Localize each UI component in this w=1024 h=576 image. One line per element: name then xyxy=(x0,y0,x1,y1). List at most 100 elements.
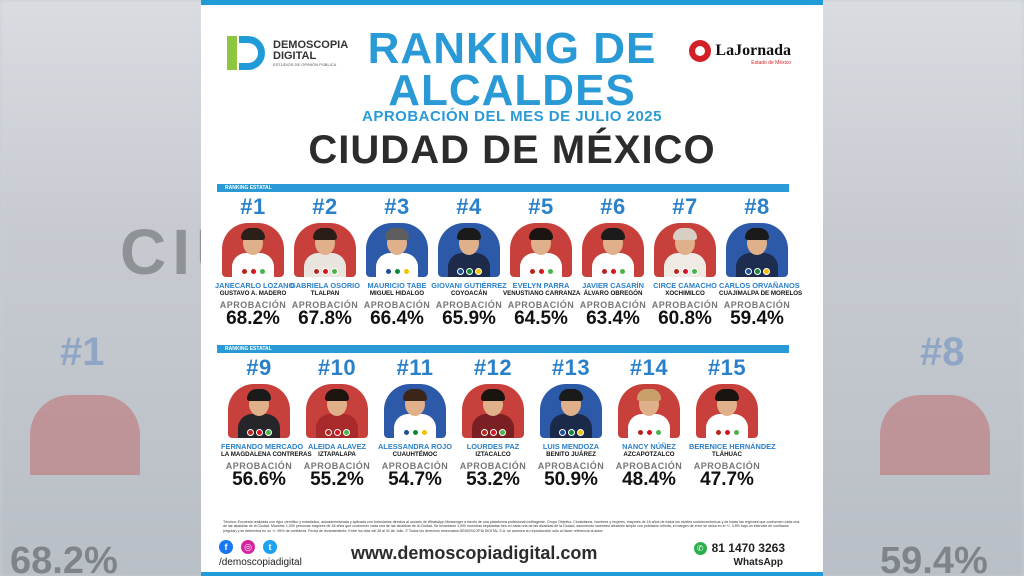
background-rank-number: #1 xyxy=(60,330,105,374)
party-logos xyxy=(222,268,284,275)
candidate-name: ALEIDA ALAVEZ xyxy=(307,442,367,451)
page-title: RANKING DE ALCALDES xyxy=(367,24,657,115)
approval-percent: 47.7% xyxy=(700,469,754,490)
approval-percent: 66.4% xyxy=(370,308,424,329)
top-accent-bar xyxy=(201,0,823,5)
approval-label: APROBACIÓN xyxy=(723,300,791,310)
rank-number: #7 xyxy=(672,194,698,219)
website-link[interactable]: www.demoscopiadigital.com xyxy=(351,543,598,563)
candidate-card: #7 CIRCE CAMACHO XOCHIMILCO APROBACIÓN 6… xyxy=(647,194,723,328)
candidate-photo xyxy=(228,384,290,438)
rank-number: #14 xyxy=(629,355,669,380)
approval-label: APROBACIÓN xyxy=(507,300,575,310)
approval-label: APROBACIÓN xyxy=(303,461,371,471)
approval-percent: 68.2% xyxy=(226,308,280,329)
approval-percent: 65.9% xyxy=(442,308,496,329)
candidate-card: #6 JAVIER CASARÍN ÁLVARO OBREGÓN APROBAC… xyxy=(575,194,651,328)
background-percent: 68.2% xyxy=(10,540,118,576)
candidate-municipality: CUAJIMALPA DE MORELOS xyxy=(719,290,803,297)
candidate-municipality: AZCAPOTZALCO xyxy=(623,451,675,458)
candidate-photo xyxy=(582,223,644,277)
approval-percent: 64.5% xyxy=(514,308,568,329)
approval-percent: 56.6% xyxy=(232,469,286,490)
demoscopia-logo-icon xyxy=(227,36,267,70)
whatsapp-label: WhatsApp xyxy=(733,557,783,568)
party-logos xyxy=(726,268,788,275)
logo-name: DEMOSCOPIA xyxy=(273,38,349,51)
ranking-poster: DEMOSCOPIA DIGITAL ESTUDIOS DE OPINIÓN P… xyxy=(201,0,823,576)
party-logos xyxy=(582,268,644,275)
twitter-icon[interactable]: t xyxy=(263,540,277,554)
approval-label: APROBACIÓN xyxy=(291,300,359,310)
demoscopia-logo: DEMOSCOPIA DIGITAL ESTUDIOS DE OPINIÓN P… xyxy=(227,36,348,70)
candidate-photo xyxy=(696,384,758,438)
whatsapp-contact: ✆ 81 1470 3263 xyxy=(693,541,785,555)
rank-number: #4 xyxy=(456,194,482,219)
ranking-band-bottom xyxy=(217,345,789,353)
methodology-fine-print: Técnica: Encuesta realizada con rigor ci… xyxy=(223,520,800,533)
rank-number: #5 xyxy=(528,194,554,219)
approval-label: APROBACIÓN xyxy=(225,461,293,471)
rank-number: #15 xyxy=(707,355,747,380)
candidate-municipality: BENITO JUÁREZ xyxy=(546,451,596,458)
approval-label: APROBACIÓN xyxy=(219,300,287,310)
candidate-municipality: MIGUEL HIDALGO xyxy=(369,290,425,297)
candidate-card: #11 ALESSANDRA ROJO CUAUHTÉMOC APROBACIÓ… xyxy=(377,355,453,489)
candidate-name: LUIS MENDOZA xyxy=(542,442,600,451)
candidate-municipality: GUSTAVO A. MADERO xyxy=(219,290,287,297)
social-icons: f ◎ t xyxy=(219,540,277,554)
candidate-name: JAVIER CASARÍN xyxy=(582,281,644,290)
approval-percent: 59.4% xyxy=(730,308,784,329)
candidate-municipality: CUAUHTÉMOC xyxy=(392,451,438,458)
candidate-municipality: COYOACÁN xyxy=(450,290,488,297)
whatsapp-number[interactable]: 81 1470 3263 xyxy=(711,541,785,555)
ranking-band-label-top: RANKING ESTATAL xyxy=(225,185,272,191)
approval-label: APROBACIÓN xyxy=(363,300,431,310)
candidate-municipality: IZTAPALAPA xyxy=(318,451,356,458)
candidate-photo xyxy=(462,384,524,438)
approval-percent: 63.4% xyxy=(586,308,640,329)
approval-label: APROBACIÓN xyxy=(381,461,449,471)
candidate-name: LOURDES PAZ xyxy=(466,442,520,451)
background-card xyxy=(30,395,140,475)
candidate-photo xyxy=(510,223,572,277)
page-subtitle: APROBACIÓN DEL MES DE JULIO 2025 xyxy=(362,108,662,125)
background-rank-number: #8 xyxy=(920,330,965,374)
candidate-card: #1 JANECARLO LOZANO GUSTAVO A. MADERO AP… xyxy=(215,194,294,329)
approval-percent: 67.8% xyxy=(298,308,352,329)
bottom-accent-bar xyxy=(201,572,823,576)
candidate-name: EVELYN PARRA xyxy=(512,281,570,290)
party-logos xyxy=(294,268,356,275)
party-logos xyxy=(366,268,428,275)
candidate-municipality: TLALPAN xyxy=(310,290,340,297)
logo-name-2: DIGITAL xyxy=(273,49,317,62)
approval-label: APROBACIÓN xyxy=(537,461,605,471)
ranking-band-label-bottom: RANKING ESTATAL xyxy=(225,346,272,352)
approval-percent: 60.8% xyxy=(658,308,712,329)
whatsapp-icon: ✆ xyxy=(693,541,707,555)
candidate-card: #10 ALEIDA ALAVEZ IZTAPALAPA APROBACIÓN … xyxy=(299,355,375,489)
candidate-name: GABRIELA OSORIO xyxy=(290,281,360,290)
facebook-icon[interactable]: f xyxy=(219,540,233,554)
candidate-photo xyxy=(294,223,356,277)
rank-number: #2 xyxy=(312,194,338,219)
ranking-band-top xyxy=(217,184,789,192)
party-logos xyxy=(540,429,602,436)
background-card xyxy=(880,395,990,475)
approval-label: APROBACIÓN xyxy=(615,461,683,471)
candidate-municipality: ÁLVARO OBREGÓN xyxy=(583,290,643,297)
rank-number: #13 xyxy=(551,355,591,380)
candidate-photo xyxy=(384,384,446,438)
approval-percent: 55.2% xyxy=(310,469,364,490)
candidate-card: #4 GIOVANI GUTIÉRREZ COYOACÁN APROBACIÓN… xyxy=(431,194,507,328)
candidate-card: #12 LOURDES PAZ IZTACALCO APROBACIÓN 53.… xyxy=(455,355,531,489)
rank-number: #6 xyxy=(600,194,626,219)
candidate-card: #2 GABRIELA OSORIO TLALPAN APROBACIÓN 67… xyxy=(287,194,363,328)
candidate-photo xyxy=(726,223,788,277)
candidate-photo xyxy=(618,384,680,438)
rank-number: #10 xyxy=(317,355,357,380)
party-logos xyxy=(696,429,758,436)
instagram-icon[interactable]: ◎ xyxy=(241,540,255,554)
party-logos xyxy=(228,429,290,436)
rank-number: #3 xyxy=(384,194,410,219)
